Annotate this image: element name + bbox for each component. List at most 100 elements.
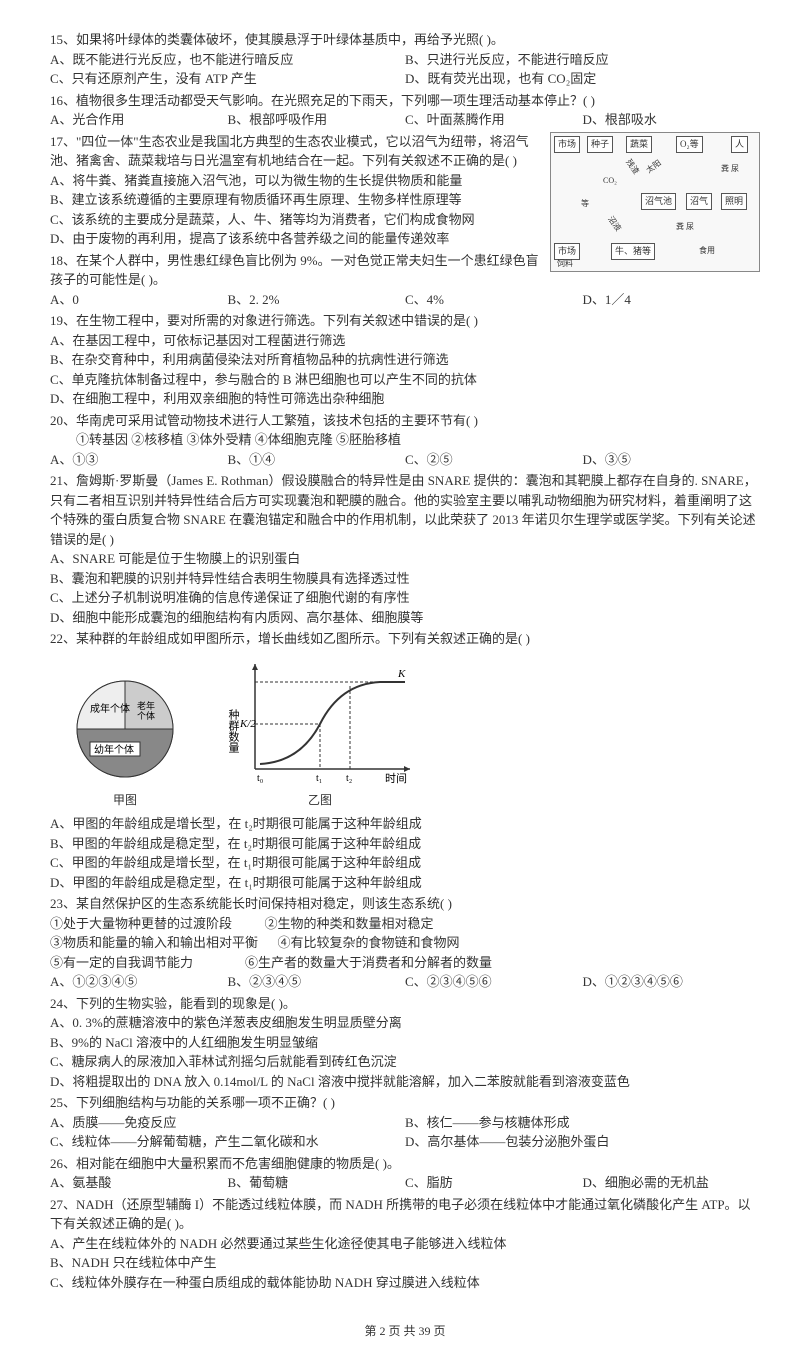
q23-items3: ⑤有一定的自我调节能力 ⑥生产者的数量大于消费者和分解者的数量 <box>50 953 760 973</box>
q15-text: 15、如果将叶绿体的类囊体破坏，使其膜悬浮于叶绿体基质中，再给予光照( )。 <box>50 30 760 50</box>
curve-xlabel: 时间 <box>385 772 407 784</box>
q23-items1: ①处于大量物种更替的过渡阶段 ②生物的种类和数量相对稳定 <box>50 914 760 934</box>
q26-options: A、氨基酸 B、葡萄糖 C、脂肪 D、细胞必需的无机盐 <box>50 1173 760 1193</box>
node-o2: O₂等 <box>676 136 703 154</box>
q21-c: C、上述分子机制说明准确的信息传递保证了细胞代谢的有序性 <box>50 588 760 608</box>
q23-options: A、①②③④⑤ B、②③④⑤ C、②③④⑤⑥ D、①②③④⑤⑥ <box>50 972 760 992</box>
q26-c: C、脂肪 <box>405 1173 583 1193</box>
q25-d: D、高尔基体——包装分泌胞外蛋白 <box>405 1132 760 1152</box>
charts-row: 成年个体 老年 个体 幼年个体 甲图 种群数量 时间 K K/2 t₀ t₁ t… <box>50 654 760 810</box>
curve-t1: t₁ <box>316 773 322 784</box>
q16: 16、植物很多生理活动都受天气影响。在光照充足的下雨天，下列哪一项生理活动基本停… <box>50 91 760 130</box>
q19-c: C、单克隆抗体制备过程中，参与融合的 B 淋巴细胞也可以产生不同的抗体 <box>50 370 760 390</box>
label-liquid: 沼液 <box>604 214 623 234</box>
q20-a: A、①③ <box>50 450 228 470</box>
q15-options: A、既不能进行光反应，也不能进行暗反应 B、只进行光反应，不能进行暗反应 C、只… <box>50 50 760 89</box>
q21-a: A、SNARE 可能是位于生物膜上的识别蛋白 <box>50 549 760 569</box>
pie-chart: 成年个体 老年 个体 幼年个体 甲图 <box>50 674 200 810</box>
node-veg: 蔬菜 <box>626 136 652 154</box>
q26-text: 26、相对能在细胞中大量积累而不危害细胞健康的物质是( )。 <box>50 1154 760 1174</box>
label-co2: CO₂ <box>603 175 617 187</box>
q22-text: 22、某种群的年龄组成如甲图所示，增长曲线如乙图所示。下列有关叙述正确的是( ) <box>50 629 760 649</box>
curve-caption: 乙图 <box>220 791 420 809</box>
q20-c: C、②⑤ <box>405 450 583 470</box>
label-feed: 饲料 <box>557 258 573 270</box>
q19-a: A、在基因工程中，可依标记基因对工程菌进行筛选 <box>50 331 760 351</box>
q15-d: D、既有荧光出现，也有 CO₂固定 <box>405 69 760 89</box>
q15-a: A、既不能进行光反应，也不能进行暗反应 <box>50 50 405 70</box>
q25-c: C、线粒体——分解葡萄糖，产生二氧化碳和水 <box>50 1132 405 1152</box>
pie-adult-label: 成年个体 <box>90 702 130 715</box>
q16-options: A、光合作用 B、根部呼吸作用 C、叶面蒸腾作用 D、根部吸水 <box>50 110 760 130</box>
q15-b: B、只进行光反应，不能进行暗反应 <box>405 50 760 70</box>
q21-d: D、细胞中能形成囊泡的细胞结构有内质网、高尔基体、细胞膜等 <box>50 608 760 628</box>
q24-text: 24、下列的生物实验，能看到的现象是( )。 <box>50 994 760 1014</box>
node-gas: 沼气 <box>686 193 712 211</box>
node-light: 照明 <box>721 193 747 211</box>
label-sun: 太阳 <box>644 157 664 176</box>
node-pig: 牛、猪等 <box>611 243 655 261</box>
q18-b: B、2. 2% <box>228 290 406 310</box>
curve-t2: t₂ <box>346 773 352 784</box>
q18-d: D、1／4 <box>583 290 761 310</box>
q22-d: D、甲图的年龄组成是稳定型，在 t₁时期很可能属于这种年龄组成 <box>50 873 760 893</box>
q24: 24、下列的生物实验，能看到的现象是( )。 A、0. 3%的蔗糖溶液中的紫色洋… <box>50 994 760 1092</box>
q22-b: B、甲图的年龄组成是稳定型，在 t₂时期很可能属于这种年龄组成 <box>50 834 760 854</box>
label-manure: 粪 尿 <box>676 221 694 233</box>
node-market1: 市场 <box>554 136 580 154</box>
curve-t0: t₀ <box>257 773 264 784</box>
q27: 27、NADH（还原型辅酶 I）不能透过线粒体膜，而 NADH 所携带的电子必须… <box>50 1195 760 1293</box>
q19: 19、在生物工程中，要对所需的对象进行筛选。下列有关叙述中错误的是( ) A、在… <box>50 311 760 409</box>
q20-options: A、①③ B、①④ C、②⑤ D、③⑤ <box>50 450 760 470</box>
q26-a: A、氨基酸 <box>50 1173 228 1193</box>
q23-a: A、①②③④⑤ <box>50 972 228 992</box>
q24-b: B、9%的 NaCl 溶液中的人红细胞发生明显皱缩 <box>50 1033 760 1053</box>
pie-caption: 甲图 <box>50 791 200 809</box>
pie-young-label: 幼年个体 <box>94 743 134 756</box>
q18-c: C、4% <box>405 290 583 310</box>
q22: 22、某种群的年龄组成如甲图所示，增长曲线如乙图所示。下列有关叙述正确的是( ) <box>50 629 760 649</box>
q21-text: 21、詹姆斯·罗斯曼（James E. Rothman）假设膜融合的特异性是由 … <box>50 471 760 549</box>
q22-a: A、甲图的年龄组成是增长型，在 t₂时期很可能属于这种年龄组成 <box>50 814 760 834</box>
label-waste: 粪 尿 <box>721 163 739 175</box>
page-footer: 第 2 页 共 39 页 <box>50 1322 760 1340</box>
q20-b: B、①④ <box>228 450 406 470</box>
q23-d: D、①②③④⑤⑥ <box>583 972 761 992</box>
q20: 20、华南虎可采用试管动物技术进行人工繁殖，该技术包括的主要环节有( ) ①转基… <box>50 411 760 470</box>
q26-b: B、葡萄糖 <box>228 1173 406 1193</box>
q25-options: A、质膜——免疫反应 B、核仁——参与核糖体形成 C、线粒体——分解葡萄糖，产生… <box>50 1113 760 1152</box>
label-deng: 等 <box>581 198 589 210</box>
q23-items2: ③物质和能量的输入和输出相对平衡 ④有比较复杂的食物链和食物网 <box>50 933 760 953</box>
node-seed: 种子 <box>587 136 613 154</box>
q24-a: A、0. 3%的蔗糖溶液中的紫色洋葱表皮细胞发生明显质壁分离 <box>50 1013 760 1033</box>
node-biogas: 沼气池 <box>641 193 676 211</box>
q23-c: C、②③④⑤⑥ <box>405 972 583 992</box>
q25-a: A、质膜——免疫反应 <box>50 1113 405 1133</box>
curve-ylabel: 种群数量 <box>227 707 240 752</box>
q16-a: A、光合作用 <box>50 110 228 130</box>
q23-b: B、②③④⑤ <box>228 972 406 992</box>
node-person: 人 <box>731 136 748 154</box>
q19-b: B、在杂交育种中，利用病菌侵染法对所育植物品种的抗病性进行筛选 <box>50 350 760 370</box>
q23: 23、某自然保护区的生态系统能长时间保持相对稳定，则该生态系统( ) ①处于大量… <box>50 894 760 992</box>
q23-text: 23、某自然保护区的生态系统能长时间保持相对稳定，则该生态系统( ) <box>50 894 760 914</box>
curve-k2: K/2 <box>239 718 256 730</box>
q22-options: A、甲图的年龄组成是增长型，在 t₂时期很可能属于这种年龄组成 B、甲图的年龄组… <box>50 814 760 892</box>
q21: 21、詹姆斯·罗斯曼（James E. Rothman）假设膜融合的特异性是由 … <box>50 471 760 627</box>
q18-a: A、0 <box>50 290 228 310</box>
pie-old-label1: 老年 <box>137 700 155 711</box>
q18-options: A、0 B、2. 2% C、4% D、1／4 <box>50 290 760 310</box>
label-eat: 食用 <box>699 245 715 257</box>
q19-text: 19、在生物工程中，要对所需的对象进行筛选。下列有关叙述中错误的是( ) <box>50 311 760 331</box>
q21-b: B、囊泡和靶膜的识别并特异性结合表明生物膜具有选择透过性 <box>50 569 760 589</box>
q24-d: D、将粗提取出的 DNA 放入 0.14mol/L 的 NaCl 溶液中搅拌就能… <box>50 1072 760 1092</box>
q25-b: B、核仁——参与核糖体形成 <box>405 1113 760 1133</box>
q24-c: C、糖尿病人的尿液加入菲林试剂摇匀后就能看到砖红色沉淀 <box>50 1052 760 1072</box>
q27-c: C、线粒体外膜存在一种蛋白质组成的载体能协助 NADH 穿过膜进入线粒体 <box>50 1273 760 1293</box>
q25: 25、下列细胞结构与功能的关系哪一项不正确？( ) A、质膜——免疫反应 B、核… <box>50 1093 760 1152</box>
q26: 26、相对能在细胞中大量积累而不危害细胞健康的物质是( )。 A、氨基酸 B、葡… <box>50 1154 760 1193</box>
curve-chart: 种群数量 时间 K K/2 t₀ t₁ t₂ 乙图 <box>220 654 420 810</box>
q20-items: ①转基因 ②核移植 ③体外受精 ④体细胞克隆 ⑤胚胎移植 <box>50 430 760 450</box>
q26-d: D、细胞必需的无机盐 <box>583 1173 761 1193</box>
q20-d: D、③⑤ <box>583 450 761 470</box>
